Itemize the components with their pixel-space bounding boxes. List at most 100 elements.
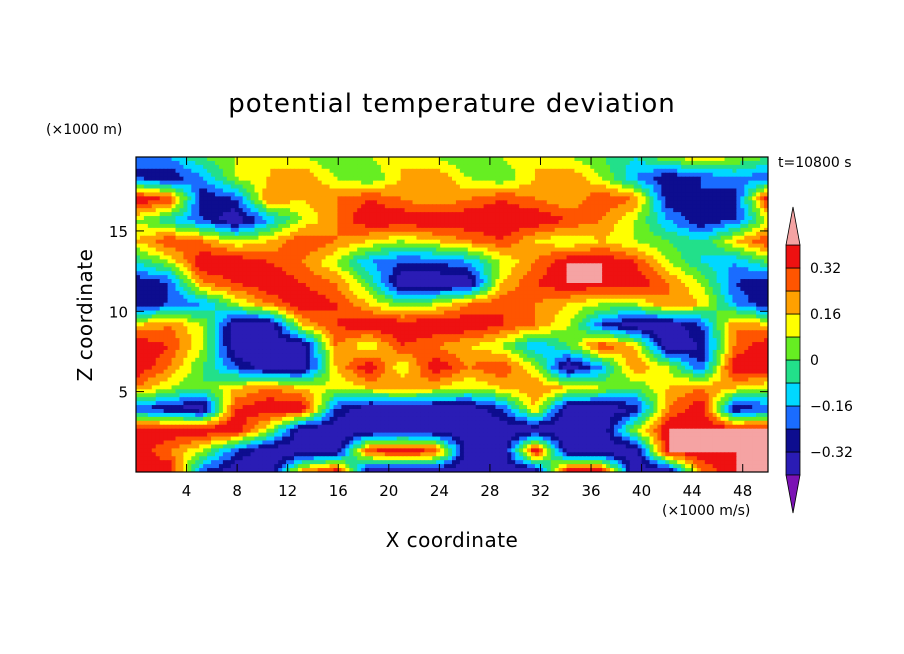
heatmap-cell <box>436 200 441 205</box>
heatmap-cell <box>689 223 694 229</box>
heatmap-cell <box>203 172 208 178</box>
heatmap-cell <box>744 192 749 197</box>
heatmap-cell <box>305 172 311 178</box>
heatmap-cell <box>527 188 532 194</box>
heatmap-cell <box>238 188 244 194</box>
heatmap-cell <box>740 192 745 197</box>
heatmap-cell <box>195 263 200 268</box>
heatmap-cell <box>696 212 702 217</box>
heatmap-cell <box>361 196 366 201</box>
heatmap-cell <box>685 243 690 249</box>
heatmap-cell <box>432 176 437 182</box>
heatmap-cell <box>432 160 437 166</box>
heatmap-cell <box>574 227 579 233</box>
heatmap-cell <box>432 184 437 190</box>
heatmap-cell <box>329 231 335 237</box>
heatmap-cell <box>408 160 414 166</box>
heatmap-cell <box>685 208 690 213</box>
heatmap-cell <box>519 212 524 217</box>
heatmap-cell <box>167 239 173 245</box>
heatmap-cell <box>139 227 145 233</box>
heatmap-cell <box>594 172 599 178</box>
heatmap-cell <box>143 176 149 182</box>
heatmap-cell <box>428 212 433 217</box>
heatmap-cell <box>238 157 244 162</box>
heatmap-cell <box>203 212 208 217</box>
heatmap-cell <box>218 164 224 170</box>
heatmap-cell <box>428 180 433 186</box>
heatmap-cell <box>760 263 765 268</box>
heatmap-cell <box>732 176 737 182</box>
heatmap-cell <box>637 180 643 186</box>
heatmap-cell <box>566 168 572 174</box>
heatmap-cell <box>254 200 260 205</box>
heatmap-cell <box>179 220 184 225</box>
heatmap-cell <box>258 255 263 260</box>
heatmap-cell <box>657 212 662 217</box>
heatmap-cell <box>420 180 425 186</box>
heatmap-cell <box>195 275 200 280</box>
heatmap-cell <box>602 243 607 249</box>
heatmap-cell <box>207 168 212 174</box>
heatmap-cell <box>546 227 552 233</box>
heatmap-cell <box>463 164 469 170</box>
heatmap-cell <box>333 172 339 178</box>
heatmap-cell <box>159 160 165 166</box>
heatmap-cell <box>341 220 346 225</box>
heatmap-cell <box>542 192 548 197</box>
heatmap-cell <box>610 200 615 205</box>
heatmap-cell <box>455 164 461 170</box>
heatmap-cell <box>586 239 591 245</box>
heatmap-cell <box>404 223 410 229</box>
heatmap-cell <box>452 271 457 276</box>
heatmap-cell <box>507 164 512 170</box>
heatmap-cell <box>538 255 544 260</box>
heatmap-cell <box>179 168 184 174</box>
heatmap-cell <box>309 204 315 209</box>
heatmap-cell <box>167 160 173 166</box>
heatmap-cell <box>736 275 741 280</box>
heatmap-cell <box>440 168 445 174</box>
heatmap-cell <box>637 216 643 221</box>
heatmap-cell <box>645 255 651 260</box>
heatmap-cell <box>294 235 299 241</box>
heatmap-cell <box>183 200 188 205</box>
heatmap-cell <box>764 208 768 213</box>
heatmap-cell <box>463 212 469 217</box>
heatmap-cell <box>337 227 342 233</box>
heatmap-cell <box>171 247 177 253</box>
heatmap-cell <box>211 220 216 225</box>
heatmap-cell <box>637 200 643 205</box>
heatmap-cell <box>258 164 263 170</box>
heatmap-cell <box>527 275 532 280</box>
heatmap-cell <box>534 184 540 190</box>
heatmap-cell <box>487 180 493 186</box>
heatmap-cell <box>471 259 477 264</box>
heatmap-cell <box>392 168 398 174</box>
heatmap-cell <box>211 279 216 284</box>
heatmap-cell <box>226 208 232 213</box>
heatmap-cell <box>613 216 619 221</box>
heatmap-cell <box>305 220 311 225</box>
heatmap-cell <box>424 172 429 178</box>
heatmap-cell <box>297 160 303 166</box>
heatmap-cell <box>376 275 382 280</box>
heatmap-cell <box>566 227 572 233</box>
heatmap-cell <box>716 200 722 205</box>
heatmap-cell <box>440 239 445 245</box>
heatmap-cell <box>606 157 611 162</box>
heatmap-cell <box>756 208 761 213</box>
heatmap-cells <box>136 157 768 472</box>
heatmap-cell <box>143 223 149 229</box>
heatmap-cell <box>712 157 718 162</box>
heatmap-cell <box>392 172 398 178</box>
heatmap-cell <box>424 255 429 260</box>
heatmap-cell <box>594 263 599 268</box>
heatmap-cell <box>321 267 327 272</box>
heatmap-cell <box>380 200 386 205</box>
heatmap-cell <box>752 259 757 264</box>
heatmap-cell <box>448 259 453 264</box>
heatmap-cell <box>748 168 753 174</box>
heatmap-cell <box>163 212 169 217</box>
heatmap-cell <box>143 227 149 233</box>
